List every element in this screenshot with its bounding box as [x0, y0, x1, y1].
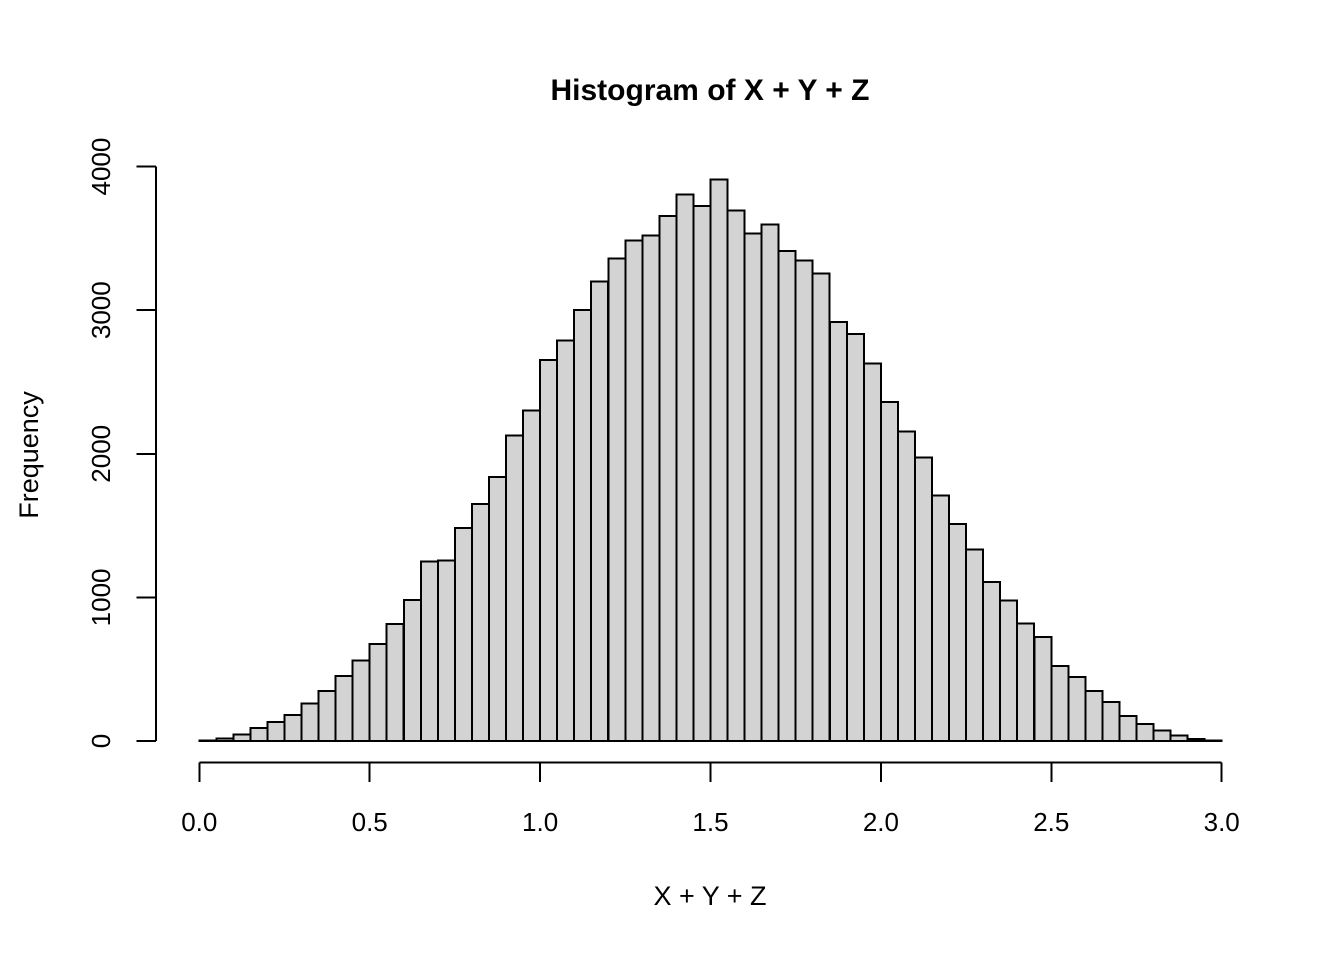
histogram-bar	[1084, 690, 1104, 743]
y-axis-label: Frequency	[14, 391, 44, 519]
histogram-bar	[232, 733, 252, 742]
histogram-bar	[862, 362, 882, 742]
histogram-bar	[760, 223, 780, 743]
histogram-bar	[965, 548, 985, 742]
x-tick-label: 1.0	[522, 807, 558, 837]
histogram-bar	[300, 702, 320, 743]
y-tick-label: 0	[86, 734, 116, 748]
histogram-bar	[828, 321, 848, 742]
bars-group	[198, 178, 1223, 743]
histogram-bar	[453, 526, 473, 742]
x-tick-label: 1.5	[692, 807, 728, 837]
histogram-bar	[1203, 739, 1223, 743]
histogram-bar	[334, 675, 354, 742]
histogram-bar	[607, 257, 627, 742]
histogram-bar	[436, 559, 456, 743]
histogram-bar	[556, 339, 576, 742]
histogram-bar	[692, 205, 712, 743]
histogram-bar	[794, 259, 814, 742]
y-tick-label: 1000	[86, 568, 116, 626]
histogram-bar	[283, 714, 303, 742]
histogram-bar	[1152, 729, 1172, 743]
histogram-bar	[624, 239, 644, 743]
histogram-bar	[709, 178, 729, 742]
histogram-bar	[931, 494, 950, 742]
x-tick-label: 3.0	[1204, 807, 1240, 837]
histogram-bar	[505, 434, 524, 742]
histogram-bar	[215, 737, 235, 743]
y-tick-label: 3000	[86, 281, 116, 339]
histogram-bar	[1033, 636, 1053, 742]
histogram-bar	[658, 215, 678, 743]
histogram-bar	[914, 456, 933, 742]
histogram-bar	[590, 280, 610, 742]
histogram-bar	[1169, 734, 1189, 742]
histogram-bar	[522, 409, 542, 742]
histogram-bar	[488, 475, 507, 742]
histogram-bar	[1135, 722, 1155, 742]
x-tick-label: 2.0	[863, 807, 899, 837]
histogram-bar	[419, 560, 439, 742]
histogram-bar	[777, 250, 797, 742]
histogram-bar	[879, 401, 899, 742]
histogram-bar	[982, 581, 1002, 742]
histogram-bar	[266, 721, 286, 742]
histogram-bar	[539, 359, 559, 742]
histogram-bar	[573, 309, 593, 742]
histogram-bar	[1050, 665, 1070, 743]
histogram-bar	[811, 272, 831, 742]
x-tick-label: 0.5	[352, 807, 388, 837]
tick-labels-group: 0 1000 2000 3000 4000 0.0 0.5 1.0 1.5 2.0 2.5 3.0	[86, 138, 1240, 837]
histogram-bar	[1118, 714, 1138, 743]
x-tick-label: 2.5	[1033, 807, 1069, 837]
histogram-bar	[1067, 675, 1087, 742]
histogram-bar	[402, 599, 422, 742]
y-tick-label: 2000	[86, 425, 116, 483]
histogram-bar	[675, 193, 695, 743]
axes-group	[136, 165, 1223, 782]
histogram-bar	[845, 332, 865, 742]
histogram-bar	[726, 209, 746, 742]
histogram-bar	[743, 232, 763, 742]
histogram-bar	[1101, 701, 1121, 742]
histogram-bar	[470, 503, 490, 742]
histogram-bar	[368, 643, 388, 743]
histogram-bar	[351, 659, 371, 743]
histogram-bar	[948, 522, 968, 743]
x-tick-label: 0.0	[181, 807, 217, 837]
y-tick-label: 4000	[86, 138, 116, 196]
histogram-bar	[1016, 622, 1036, 743]
histogram-bar	[317, 690, 337, 743]
histogram-bar	[385, 623, 405, 742]
chart-title: Histogram of X + Y + Z	[551, 74, 870, 107]
histogram-bar	[1186, 737, 1206, 742]
histogram-bar	[249, 727, 269, 742]
histogram-bar	[641, 234, 661, 742]
x-axis-label: X + Y + Z	[653, 881, 766, 911]
histogram-bar	[896, 430, 916, 742]
histogram-bar	[999, 599, 1019, 743]
